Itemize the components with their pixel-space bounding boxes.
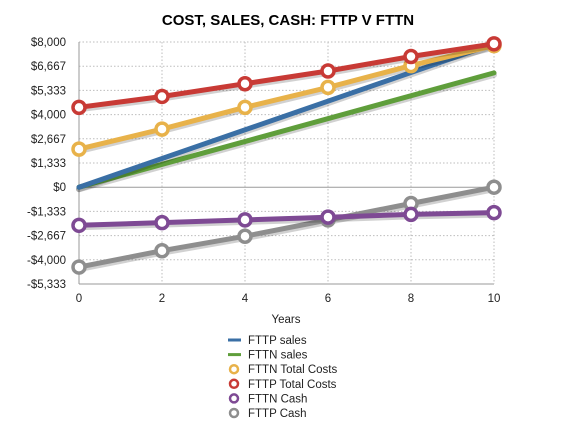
x-tick-label: 2 [159, 293, 165, 305]
series-fttn-sales [76, 70, 497, 193]
data-point [71, 99, 87, 116]
legend-label: FTTN sales [248, 350, 308, 362]
chart-title: COST, SALES, CASH: FTTP V FTTN [162, 12, 414, 29]
y-tick-label: $1,333 [31, 158, 66, 170]
y-tick-label: -$1,333 [27, 206, 66, 218]
data-point [486, 179, 502, 195]
x-axis-label: Years [272, 314, 301, 326]
series-line [76, 43, 497, 152]
data-point [154, 88, 170, 105]
series-line [76, 41, 497, 190]
data-point [320, 209, 336, 225]
data-point [403, 48, 419, 65]
x-tick-label: 0 [76, 293, 82, 305]
legend-item: FTTN sales [228, 350, 308, 362]
data-point [71, 217, 87, 234]
legend-label: FTTN Total Costs [248, 364, 337, 376]
series-line [76, 70, 497, 190]
legend-label: FTTP Cash [248, 408, 307, 420]
legend-marker [228, 393, 240, 404]
legend-marker [228, 363, 240, 375]
y-tick-label: $8,000 [31, 37, 66, 49]
data-point [71, 259, 87, 275]
series-fttn-cash [71, 204, 502, 234]
series-line [76, 41, 497, 110]
legend-label: FTTN Cash [248, 393, 307, 405]
series-layer [71, 36, 502, 275]
data-point [486, 36, 502, 52]
y-tick-label: -$2,667 [27, 231, 66, 243]
series-line [76, 210, 497, 228]
y-tick-label: $2,667 [31, 134, 66, 146]
data-point [237, 212, 253, 228]
y-tick-label: $4,000 [31, 110, 66, 122]
data-point [154, 242, 170, 259]
x-tick-label: 6 [325, 293, 331, 305]
data-point [237, 99, 253, 116]
y-tick-label: -$5,333 [27, 279, 66, 291]
data-point [237, 75, 253, 92]
legend-label: FTTP sales [248, 335, 307, 347]
legend-marker [228, 407, 240, 419]
legend-item: FTTP Total Costs [228, 378, 337, 391]
y-tick-label: $5,333 [31, 85, 66, 97]
x-tick-label: 8 [408, 293, 414, 305]
axes: $8,000 $6,667 $5,333 $4,000 $2,667 $1,333 $0 -$… [27, 37, 500, 305]
data-point [154, 214, 170, 231]
legend-item: FTTN Total Costs [228, 363, 337, 376]
legend-item: FTTP Cash [228, 407, 307, 420]
data-point [154, 121, 170, 137]
y-tick-label: $6,667 [31, 61, 66, 73]
data-point [237, 228, 253, 244]
series-fttp-cash [71, 179, 502, 275]
y-tick-label: $0 [53, 182, 66, 194]
legend-marker [228, 378, 240, 390]
data-point [320, 79, 336, 96]
x-tick-label: 4 [242, 293, 249, 305]
data-point [71, 141, 87, 157]
data-point [486, 204, 502, 221]
data-point [320, 63, 336, 79]
series-line [76, 184, 497, 270]
legend-item: FTTP sales [228, 335, 307, 347]
legend-label: FTTP Total Costs [248, 379, 337, 391]
series-fttp-sales [76, 41, 497, 193]
legend-item: FTTN Cash [228, 393, 307, 405]
series-fttp-total-costs [71, 36, 502, 116]
data-point [403, 206, 419, 223]
y-tick-label: -$4,000 [27, 255, 66, 267]
legend: FTTP sales FTTN sales FTTN Total Costs FTTP… [228, 335, 337, 420]
x-tick-label: 10 [488, 293, 501, 305]
